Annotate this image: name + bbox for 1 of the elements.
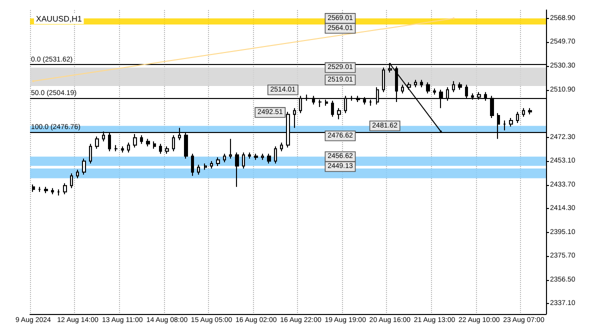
text: XAUUSD,H1	[36, 14, 82, 24]
